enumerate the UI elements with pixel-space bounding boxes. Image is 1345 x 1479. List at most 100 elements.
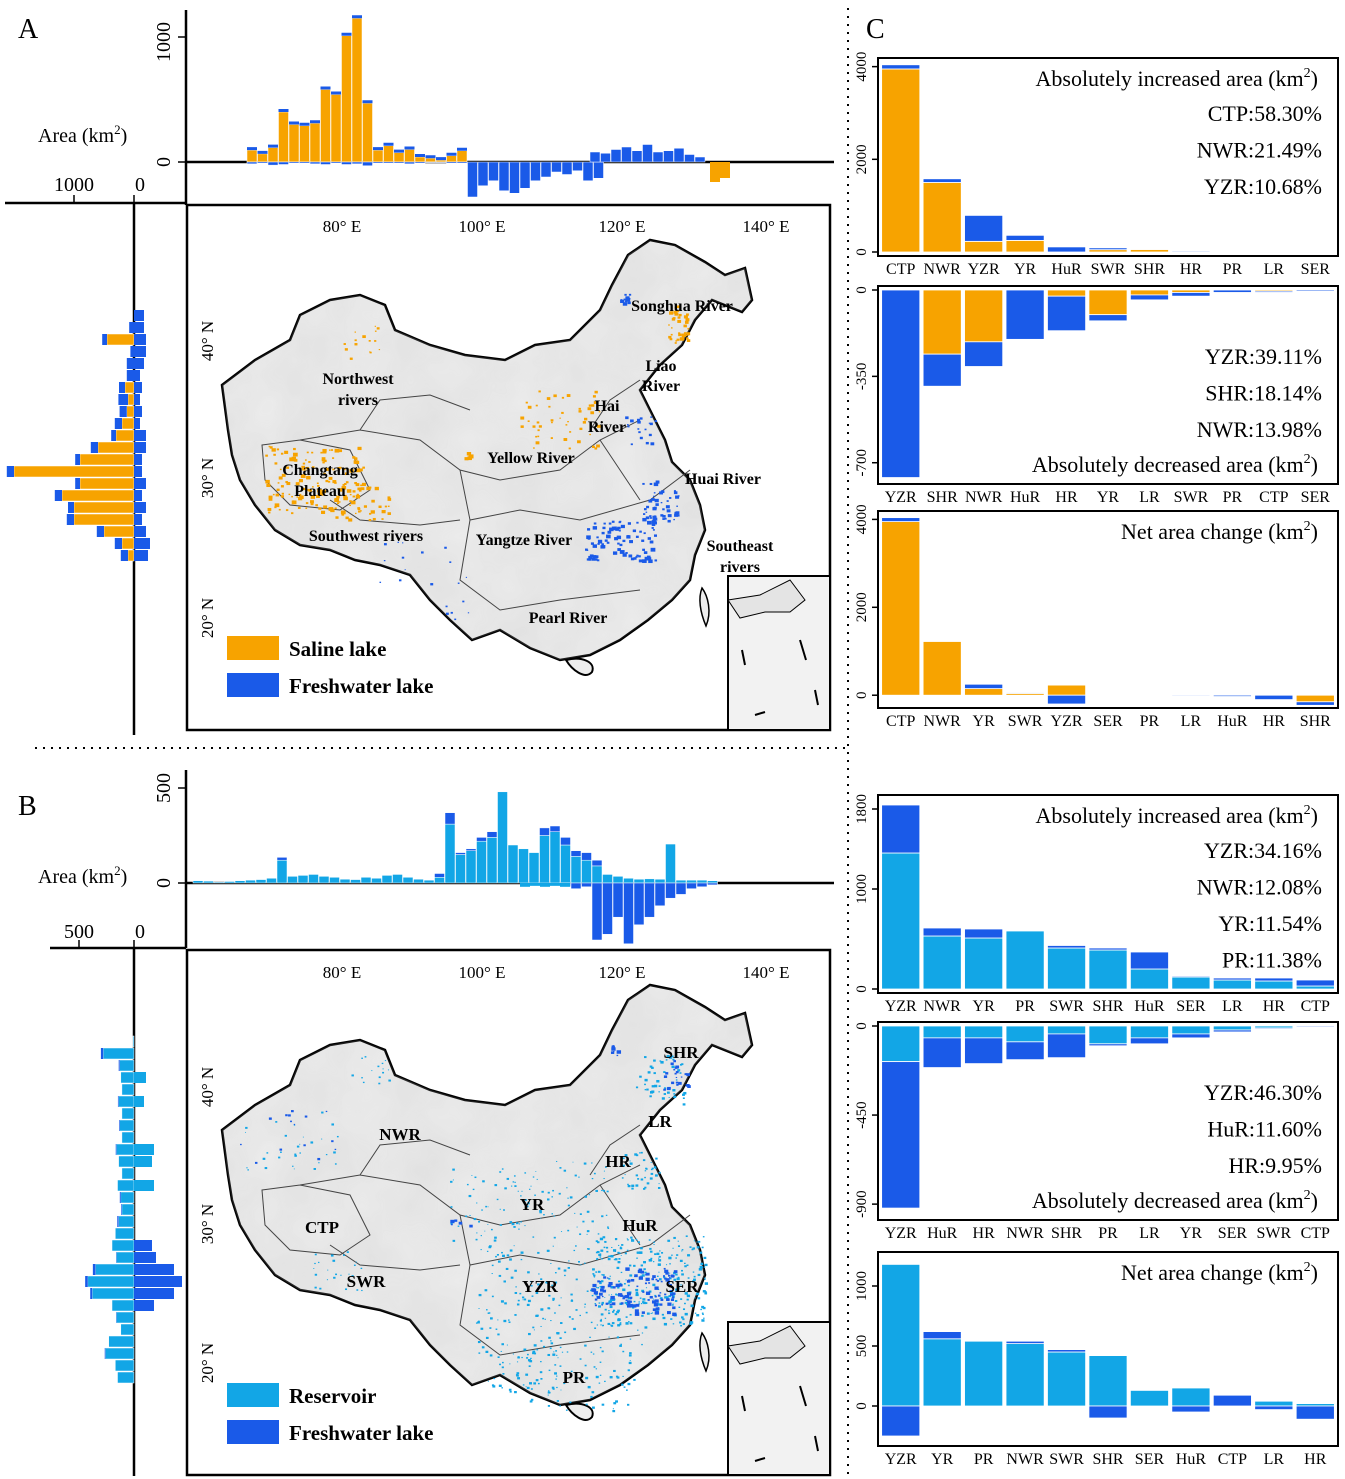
bar-hr-saline-lake [1047, 289, 1087, 297]
x-tick-label: SHR [1092, 1451, 1123, 1468]
map-point [354, 343, 358, 346]
hist-bar [111, 1299, 135, 1312]
map-point [327, 1269, 329, 1271]
map-point [575, 1278, 578, 1281]
map-point [246, 1167, 248, 1169]
map-point [280, 452, 284, 455]
map-point [612, 1311, 615, 1313]
map-point [654, 559, 658, 562]
map-point [274, 506, 277, 509]
map-point [576, 1226, 578, 1228]
x-tick-label: SWR [1174, 489, 1209, 506]
map-point [680, 1298, 683, 1300]
map-point [669, 1284, 672, 1286]
map-point [677, 1245, 681, 1247]
map-point [387, 505, 390, 508]
hist-bar [104, 1348, 106, 1359]
map-point [457, 1225, 460, 1227]
map-point [625, 1267, 630, 1271]
map-point [362, 1081, 365, 1084]
map-point [584, 1306, 586, 1308]
bar-lr-freshwater-lake [1254, 1405, 1294, 1410]
map-point [640, 1270, 645, 1274]
map-point [592, 1353, 595, 1355]
bar-yr-freshwater-lake [1088, 314, 1128, 322]
map-point [497, 1356, 500, 1358]
map-point [525, 401, 528, 404]
hist-bar [129, 322, 134, 333]
map-point [549, 1347, 552, 1350]
hist-bar [308, 874, 319, 884]
x-tick-label: NWR [1006, 1225, 1044, 1242]
map-point [288, 493, 291, 496]
hist-bar [434, 873, 445, 878]
map-point [672, 1303, 674, 1305]
map-point [378, 1076, 381, 1079]
hist-bar [90, 442, 98, 453]
map-point [619, 543, 623, 547]
hist-bar [257, 161, 268, 164]
hist-bar [103, 525, 135, 538]
map-point [694, 1312, 697, 1314]
map-point [487, 1206, 489, 1208]
map-point [515, 1286, 517, 1288]
map-point [650, 547, 656, 552]
hist-bar [134, 454, 142, 465]
map-point [685, 334, 688, 337]
map-point [662, 508, 665, 511]
map-point [302, 467, 306, 471]
map-point [637, 1329, 639, 1331]
x-tick-label: SER [1176, 998, 1206, 1015]
map-point [291, 1110, 294, 1113]
map-point [701, 1312, 704, 1314]
map-point [527, 1202, 530, 1205]
hist-bar [117, 1096, 119, 1107]
svg-text:NWR: NWR [379, 1125, 421, 1144]
map-point [551, 1196, 553, 1198]
map-point [504, 1187, 507, 1190]
map-point [503, 1280, 506, 1283]
map-point [343, 494, 347, 498]
map-point [382, 1068, 384, 1070]
map-point [638, 1301, 640, 1303]
map-point [516, 1374, 519, 1377]
map-point [323, 459, 327, 463]
map-point [629, 1352, 632, 1355]
x-tick-label: YZR [885, 998, 917, 1015]
hist-bar [675, 882, 687, 895]
map-point [501, 1366, 504, 1369]
map-point [348, 1273, 350, 1275]
hist-bar [341, 161, 352, 165]
map-point [676, 1277, 680, 1281]
svg-text:Northwest: Northwest [322, 371, 394, 388]
map-point [383, 543, 387, 546]
map-point [316, 482, 319, 485]
chart-annotation: YZR:39.11% [1205, 344, 1322, 369]
map-point [509, 1258, 512, 1261]
map-point [334, 1148, 337, 1151]
map-point [678, 1286, 680, 1288]
map-point [648, 559, 653, 564]
bar-nwr-saline-lake [922, 182, 962, 253]
map-point [512, 1353, 514, 1355]
map-point [510, 1276, 514, 1279]
map-point [299, 493, 302, 496]
svg-text:YR: YR [520, 1195, 545, 1214]
map-point [332, 480, 337, 484]
map-point [308, 488, 312, 492]
map-point [494, 1236, 497, 1239]
map-point [593, 1366, 596, 1368]
x-tick-label: SHR [1051, 1225, 1082, 1242]
map-point [640, 1303, 643, 1305]
map-point [663, 1076, 666, 1079]
map-point [645, 441, 649, 445]
hist-bar [119, 1119, 135, 1132]
map-point [667, 514, 672, 518]
map-point [370, 510, 375, 514]
hist-bar [329, 877, 340, 884]
map-point [544, 1318, 546, 1320]
map-point [675, 1257, 677, 1259]
map-point [624, 1154, 628, 1157]
x-tick-label: YR [1014, 261, 1037, 278]
